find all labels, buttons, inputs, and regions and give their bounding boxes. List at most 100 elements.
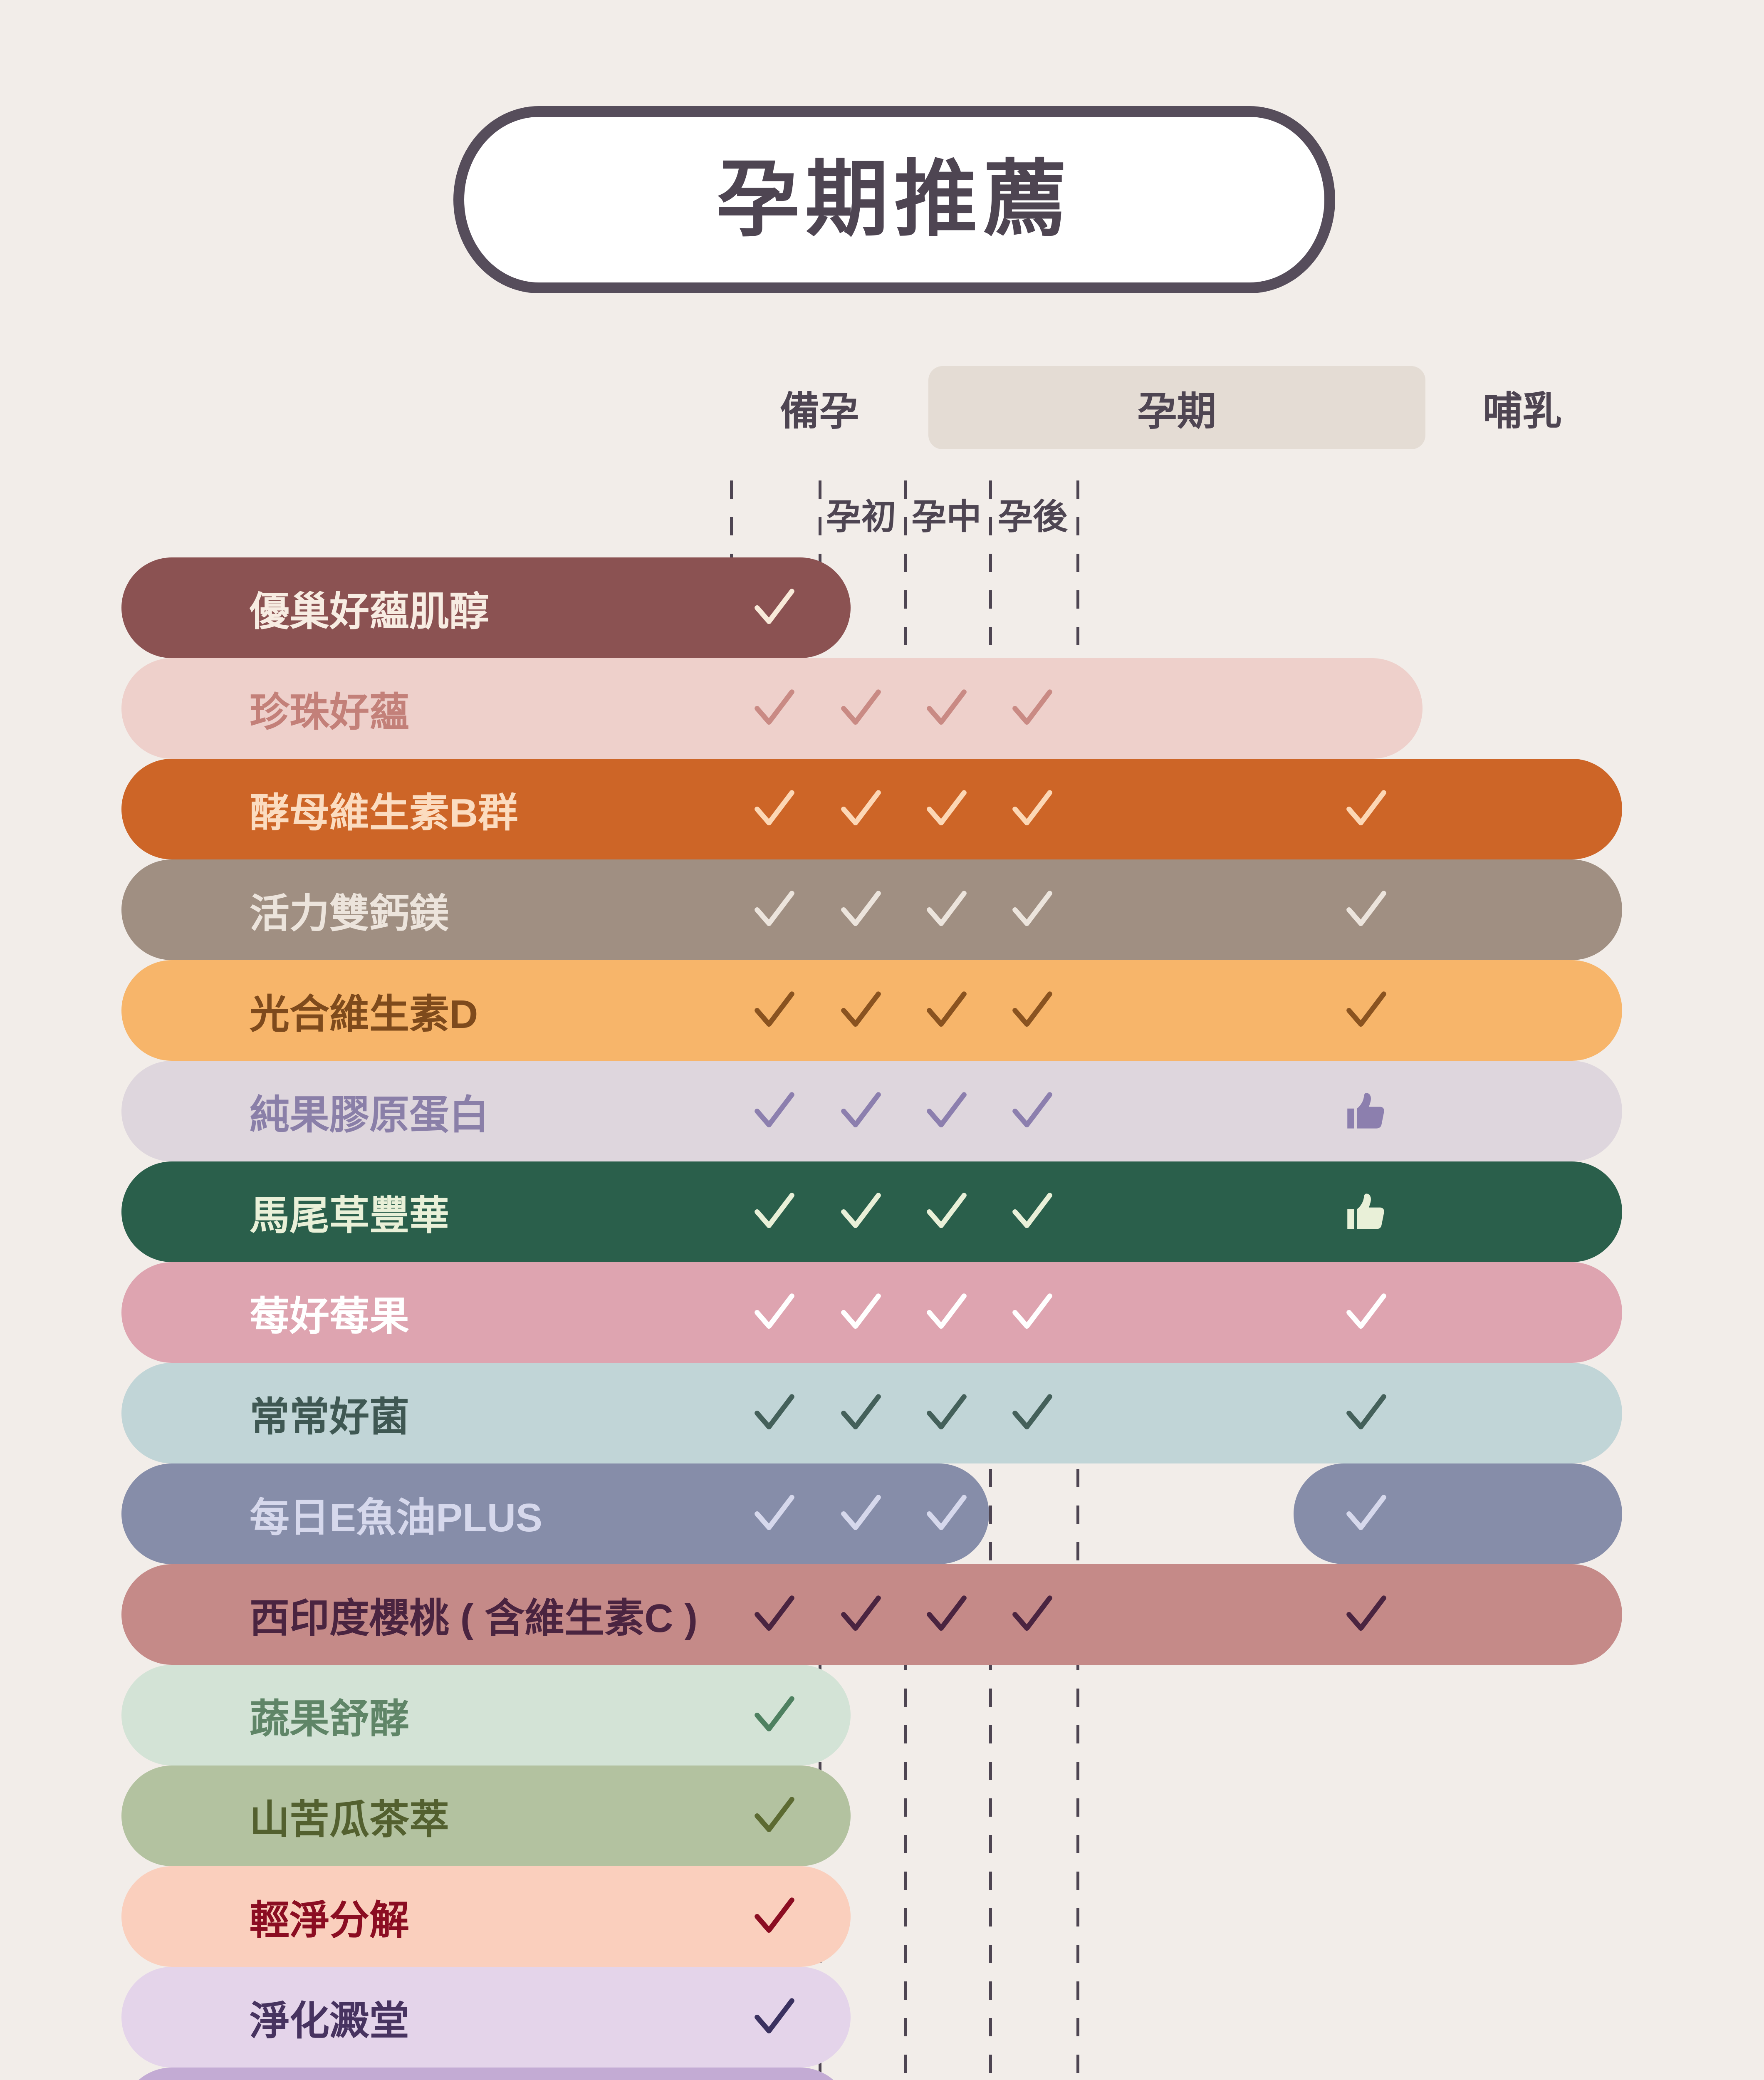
check-icon [733,859,816,960]
row-label: 每日E魚油PLUS [250,1495,543,1540]
check-icon [819,1161,903,1262]
table-row: 西印度櫻桃 ( 含維生素C ) [0,1564,1764,1665]
check-icon [733,1766,816,1866]
row-label: 酵母維生素B群 [250,790,518,835]
thumbs-up-icon [1325,1161,1408,1262]
table-row: 酵母維生素B群 [0,759,1764,859]
row-bar [121,2068,851,2080]
check-icon [819,1061,903,1161]
sub-phase-t2: 孕中 [911,497,982,536]
check-icon [991,1564,1074,1665]
row-label: 淨化澱堂 [250,1998,409,2043]
table-row: 莓好莓果 [0,1262,1764,1363]
row-label: 活力雙鈣鎂 [250,891,449,936]
row-label: 莓好莓果 [250,1294,409,1339]
check-icon [905,859,988,960]
check-icon [733,1463,816,1564]
phase-header-yun-qi: 孕期 [928,366,1425,449]
check-icon [991,1161,1074,1262]
check-icon [819,658,903,759]
recommendation-table: 優巢好蘊肌醇 珍珠好蘊酵母維生素B群 活力雙鈣鎂光合維生素D 純果膠原蛋白 馬尾草豐華莓… [0,557,1764,2080]
thumbs-up-icon [1325,1061,1408,1161]
check-icon [733,1262,816,1363]
check-icon [905,1061,988,1161]
row-label: 山苦瓜茶萃 [250,1797,449,1842]
row-label: 光合維生素D [250,992,478,1037]
phase-header-bu-ru: 哺乳 [1482,389,1562,433]
row-label: 純果膠原蛋白 [250,1092,489,1137]
phase-header-bei-yun: 備孕 [779,389,859,433]
check-icon [819,1564,903,1665]
check-icon [1325,759,1408,859]
table-row: 山苦瓜茶萃 [0,1766,1764,1866]
check-icon [733,759,816,859]
table-row: 優巢好蘊肌醇 [0,557,1764,658]
check-icon [1325,1564,1408,1665]
row-label: 輕淨分解 [250,1898,409,1943]
check-icon [1325,1463,1408,1564]
row-bar [121,1967,851,2068]
row-label: 月月安順 [250,2068,409,2080]
page-title-pill: 孕期推薦 [453,106,1335,293]
check-icon [733,658,816,759]
check-icon [905,759,988,859]
check-icon [819,759,903,859]
row-label: 蔬果舒酵 [250,1696,409,1741]
check-icon [905,1161,988,1262]
check-icon [1325,960,1408,1061]
row-label: 優巢好蘊肌醇 [250,589,489,634]
check-icon [991,1061,1074,1161]
check-icon [1325,859,1408,960]
row-bar [121,557,851,658]
check-icon [991,1262,1074,1363]
check-icon [991,759,1074,859]
table-row: 珍珠好蘊 [0,658,1764,759]
check-icon [991,859,1074,960]
check-icon [991,960,1074,1061]
page-title: 孕期推薦 [716,153,1072,246]
check-icon [733,1161,816,1262]
check-icon [733,1363,816,1463]
check-icon [819,960,903,1061]
sub-phase-header: 孕初 孕中 孕後 [0,480,1764,547]
check-icon [733,1967,816,2068]
check-icon [733,1665,816,1766]
row-label: 西印度櫻桃 ( 含維生素C ) [250,1596,698,1641]
phase-header: 備孕 孕期 哺乳 [0,366,1764,449]
row-label: 珍珠好蘊 [250,690,409,735]
check-icon [1325,1262,1408,1363]
check-icon [819,1463,903,1564]
check-icon [733,1866,816,1967]
check-icon [905,658,988,759]
check-icon [819,859,903,960]
check-icon [819,1262,903,1363]
row-bar [121,658,1423,759]
sub-phase-t1: 孕初 [826,497,896,536]
row-bar [121,1766,851,1866]
row-bar [121,1665,851,1766]
row-bar [121,1866,851,1967]
table-row: 蔬果舒酵 [0,1665,1764,1766]
check-icon [733,960,816,1061]
table-row: 淨化澱堂 [0,1967,1764,2068]
check-icon [905,1564,988,1665]
row-label: 馬尾草豐華 [250,1193,449,1238]
table-row: 活力雙鈣鎂 [0,859,1764,960]
check-icon [819,1363,903,1463]
table-row: 純果膠原蛋白 [0,1061,1764,1161]
check-icon [905,1463,988,1564]
table-row: 月月安順 [0,2068,1764,2080]
check-icon [733,557,816,658]
table-row: 輕淨分解 [0,1866,1764,1967]
check-icon [733,1061,816,1161]
sub-phase-t3: 孕後 [997,497,1068,536]
check-icon [905,1363,988,1463]
table-row: 每日E魚油PLUS [0,1463,1764,1564]
check-icon [905,1262,988,1363]
check-icon [905,960,988,1061]
check-icon [1325,1363,1408,1463]
check-icon [991,658,1074,759]
row-label: 常常好菌 [250,1394,409,1439]
table-row: 馬尾草豐華 [0,1161,1764,1262]
check-icon [991,1363,1074,1463]
